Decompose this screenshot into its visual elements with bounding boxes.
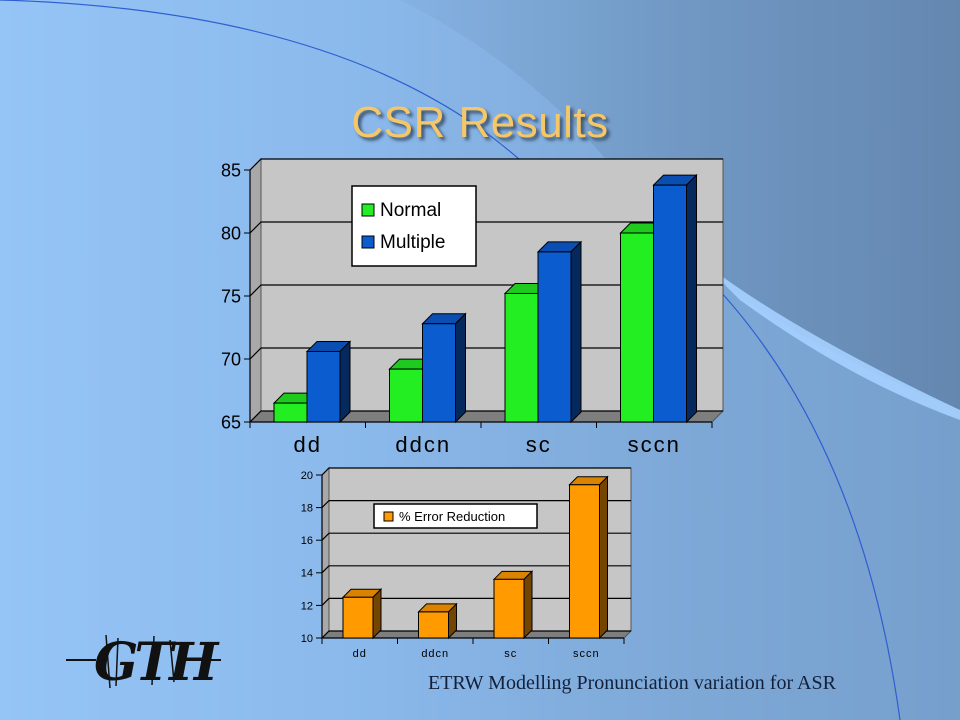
y-tick-label: 85 — [221, 160, 241, 180]
y-tick-label: 65 — [221, 412, 241, 432]
y-tick-label: 18 — [301, 502, 313, 514]
bar--error-reduction-sccn — [568, 475, 609, 640]
y-tick-label: 20 — [301, 470, 313, 482]
x-tick-label: sccn — [573, 648, 600, 660]
bar-multiple-sccn — [652, 173, 698, 424]
gridline — [249, 158, 723, 171]
gridline — [321, 467, 631, 476]
x-tick-label: ddcn — [421, 648, 449, 660]
bar-multiple-dd — [305, 340, 352, 424]
y-tick-label: 14 — [301, 568, 313, 580]
plot-side-wall — [321, 466, 330, 640]
bar-multiple-ddcn — [421, 312, 467, 424]
gridline — [321, 532, 631, 541]
gth-logo: GTH — [66, 632, 224, 690]
x-tick-label: ddcn — [395, 432, 451, 457]
bar--error-reduction-ddcn — [417, 602, 458, 640]
y-tick-label: 75 — [221, 286, 241, 306]
gridline — [249, 221, 723, 234]
slide-title: CSR Results — [351, 98, 609, 147]
legend-swatch — [361, 203, 375, 217]
y-tick-label: 16 — [301, 535, 313, 547]
legend-label: % Error Reduction — [399, 509, 505, 524]
x-tick-label: dd — [294, 432, 322, 457]
x-tick-label: sc — [526, 432, 552, 457]
legend-swatch — [383, 511, 394, 522]
bar-multiple-sc — [536, 240, 583, 424]
x-tick-label: sc — [504, 648, 517, 660]
chart-legend: % Error Reduction — [373, 503, 538, 529]
x-tick-label: dd — [353, 648, 367, 660]
y-tick-label: 10 — [301, 633, 313, 645]
svg-text:GTH: GTH — [94, 632, 220, 690]
y-tick-label: 12 — [301, 600, 313, 612]
legend-swatch — [361, 235, 375, 249]
chart-legend: Normal Multiple — [351, 185, 477, 267]
x-tick-label: sccn — [628, 432, 681, 457]
legend-label: Normal — [380, 200, 441, 221]
y-tick-label: 80 — [221, 223, 241, 243]
legend-label: Multiple — [380, 232, 445, 253]
bar--error-reduction-dd — [341, 588, 383, 640]
footer-text: ETRW Modelling Pronunciation variation f… — [428, 672, 836, 694]
gridline — [321, 500, 631, 509]
gridline — [321, 565, 631, 574]
bar--error-reduction-sc — [492, 570, 534, 640]
y-tick-label: 70 — [221, 349, 241, 369]
